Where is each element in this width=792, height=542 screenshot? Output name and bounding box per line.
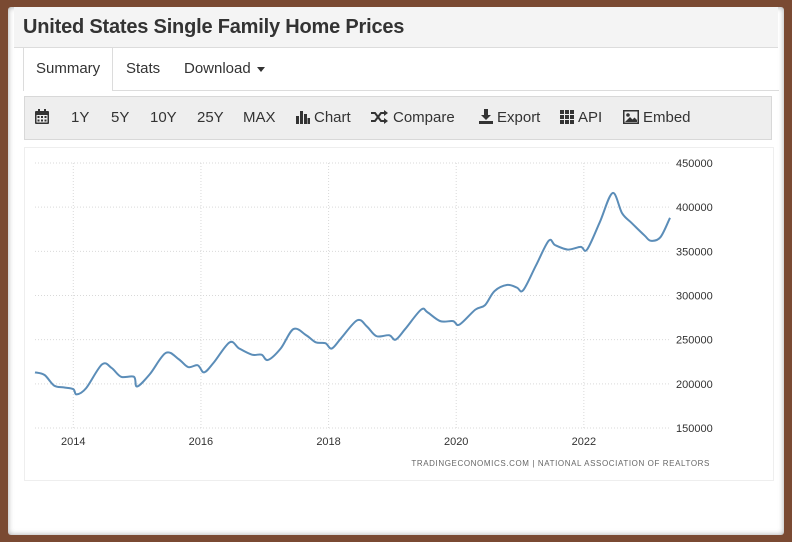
chart-toolbar: 1Y 5Y 10Y 25Y MAX Chart Compare	[24, 96, 772, 140]
calendar-button[interactable]	[35, 97, 53, 139]
y-tick-label: 450000	[676, 158, 713, 170]
tab-stats[interactable]: Stats	[126, 60, 161, 77]
api-button-label: API	[578, 109, 603, 126]
chart-button-label: Chart	[314, 109, 351, 126]
download-icon	[479, 109, 493, 124]
app-window: United States Single Family Home Prices …	[8, 7, 784, 535]
x-tick-label: 2022	[572, 436, 596, 448]
tab-download[interactable]: Download	[184, 48, 265, 90]
y-tick-label: 300000	[676, 291, 713, 303]
bar-chart-icon	[296, 111, 310, 124]
embed-button[interactable]: Embed	[623, 97, 691, 139]
y-tick-label: 350000	[676, 246, 713, 258]
chart-button[interactable]: Chart	[296, 97, 351, 139]
x-tick-label: 2018	[316, 436, 340, 448]
chart-source-label: TRADINGECONOMICS.COM | NATIONAL ASSOCIAT…	[411, 459, 710, 468]
range-5y-button[interactable]: 5Y	[111, 109, 130, 126]
title-bar: United States Single Family Home Prices	[14, 7, 778, 48]
caret-down-icon	[256, 66, 265, 72]
image-icon	[623, 110, 639, 124]
range-1y-button[interactable]: 1Y	[71, 109, 90, 126]
shuffle-icon	[371, 110, 388, 124]
tab-download-label: Download	[184, 60, 251, 77]
y-tick-label: 400000	[676, 202, 713, 214]
compare-button-label: Compare	[393, 109, 455, 126]
export-button-label: Export	[497, 109, 541, 126]
api-button[interactable]: API	[560, 97, 602, 139]
chart-area: 150000 200000 250000 300000 350000 400000 4500…	[24, 147, 774, 481]
line-chart: 150000 200000 250000 300000 350000 400000 4500…	[34, 158, 713, 468]
range-10y-button[interactable]: 10Y	[150, 109, 177, 126]
y-tick-label: 150000	[676, 423, 713, 435]
calendar-icon	[35, 109, 49, 124]
tab-summary[interactable]: Summary	[23, 48, 114, 91]
series-line	[34, 192, 671, 396]
range-max-button[interactable]: MAX	[243, 109, 276, 126]
x-tick-label: 2020	[444, 436, 468, 448]
y-tick-label: 200000	[676, 379, 713, 391]
range-25y-button[interactable]: 25Y	[197, 109, 224, 126]
x-tick-label: 2014	[61, 436, 85, 448]
y-tick-label: 250000	[676, 335, 713, 347]
chart-grid	[35, 162, 670, 429]
chart-series	[34, 192, 671, 396]
embed-button-label: Embed	[643, 109, 691, 126]
chart-axis-labels: 150000 200000 250000 300000 350000 400000 4500…	[61, 158, 713, 448]
x-tick-label: 2016	[189, 436, 213, 448]
tab-bar: Summary Stats Download	[23, 48, 779, 91]
page-title: United States Single Family Home Prices	[23, 16, 405, 38]
export-button[interactable]: Export	[479, 97, 540, 139]
grid-icon	[560, 110, 574, 124]
compare-button[interactable]: Compare	[371, 97, 455, 139]
